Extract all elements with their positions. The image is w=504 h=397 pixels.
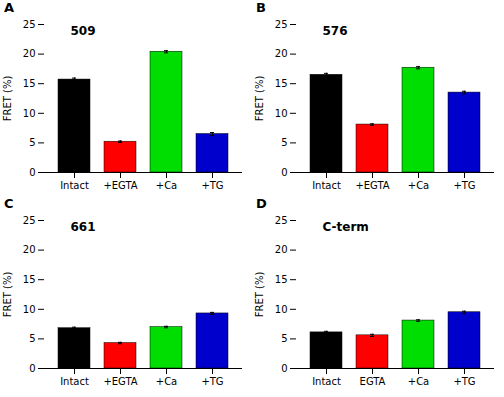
svg-text:Intact: Intact xyxy=(312,376,341,387)
svg-text:5: 5 xyxy=(281,137,287,148)
svg-text:+Ca: +Ca xyxy=(156,376,178,387)
svg-text:+TG: +TG xyxy=(453,180,475,191)
svg-text:15: 15 xyxy=(23,274,36,285)
svg-text:+Ca: +Ca xyxy=(408,376,430,387)
svg-text:0: 0 xyxy=(281,363,287,374)
svg-text:+EGTA: +EGTA xyxy=(355,180,389,191)
svg-text:FRET (%): FRET (%) xyxy=(2,272,13,318)
svg-text:5: 5 xyxy=(29,137,35,148)
svg-text:FRET (%): FRET (%) xyxy=(2,76,13,122)
svg-text:10: 10 xyxy=(275,304,288,315)
svg-text:+TG: +TG xyxy=(453,376,475,387)
svg-text:+EGTA: +EGTA xyxy=(103,180,137,191)
svg-text:25: 25 xyxy=(23,215,36,226)
svg-text:15: 15 xyxy=(275,78,288,89)
svg-text:25: 25 xyxy=(275,19,288,30)
svg-text:+TG: +TG xyxy=(201,180,223,191)
svg-text:10: 10 xyxy=(23,108,36,119)
svg-text:+TG: +TG xyxy=(201,376,223,387)
svg-text:15: 15 xyxy=(275,274,288,285)
html-text:B: B xyxy=(256,0,266,15)
svg-text:Intact: Intact xyxy=(60,376,89,387)
svg-text:25: 25 xyxy=(23,19,36,30)
svg-text:20: 20 xyxy=(23,48,36,59)
svg-text:661: 661 xyxy=(71,220,96,234)
svg-text:Intact: Intact xyxy=(312,180,341,191)
svg-text:+Ca: +Ca xyxy=(408,180,430,191)
svg-text:+EGTA: +EGTA xyxy=(103,376,137,387)
svg-text:20: 20 xyxy=(275,244,288,255)
html-text:D: D xyxy=(256,196,267,211)
svg-text:C-term: C-term xyxy=(323,220,369,234)
svg-text:15: 15 xyxy=(23,78,36,89)
svg-text:5: 5 xyxy=(29,333,35,344)
svg-text:10: 10 xyxy=(275,108,288,119)
svg-text:20: 20 xyxy=(275,48,288,59)
svg-text:25: 25 xyxy=(275,215,288,226)
svg-text:FRET (%): FRET (%) xyxy=(254,272,265,318)
svg-text:576: 576 xyxy=(323,24,348,38)
svg-text:0: 0 xyxy=(29,167,35,178)
svg-text:0: 0 xyxy=(29,363,35,374)
svg-text:0: 0 xyxy=(281,167,287,178)
svg-text:5: 5 xyxy=(281,333,287,344)
svg-text:509: 509 xyxy=(71,24,96,38)
html-text:A: A xyxy=(4,0,15,15)
svg-text:20: 20 xyxy=(23,244,36,255)
svg-text:FRET (%): FRET (%) xyxy=(254,76,265,122)
svg-text:+Ca: +Ca xyxy=(156,180,178,191)
svg-text:EGTA: EGTA xyxy=(360,376,386,387)
html-text:C: C xyxy=(4,196,14,211)
svg-text:Intact: Intact xyxy=(60,180,89,191)
svg-text:10: 10 xyxy=(23,304,36,315)
